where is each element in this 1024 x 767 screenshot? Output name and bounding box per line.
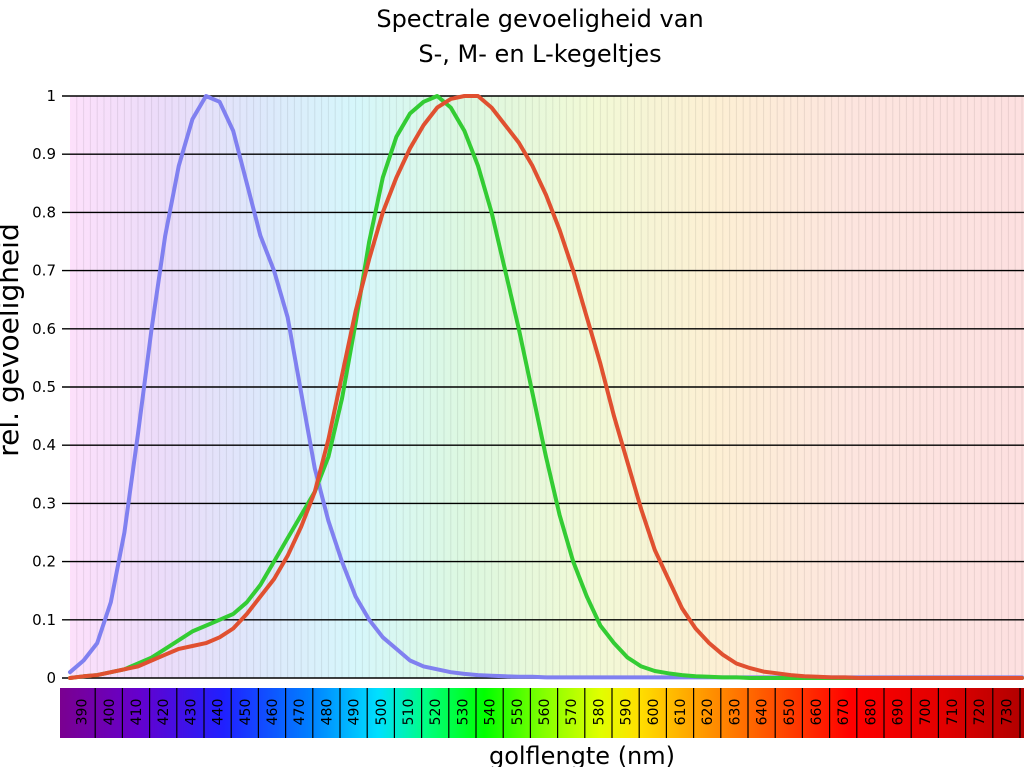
x-tick-label: 530 [455, 699, 471, 726]
x-tick-label: 450 [238, 699, 254, 726]
x-tick-label: 460 [265, 699, 281, 726]
x-tick-label: 510 [401, 699, 417, 726]
y-tick-label: 0.4 [32, 436, 56, 454]
x-tick-label: 430 [183, 699, 199, 726]
x-tick-label: 610 [673, 699, 689, 726]
y-tick-label: 1 [46, 87, 56, 105]
x-tick-label: 690 [891, 699, 907, 726]
x-tick-label: 710 [945, 699, 961, 726]
x-tick-label: 390 [75, 699, 91, 726]
x-tick-label: 650 [782, 699, 798, 726]
y-tick-label: 0.1 [32, 611, 56, 629]
y-tick-label: 0 [46, 669, 56, 687]
x-tick-label: 470 [292, 699, 308, 726]
x-tick-label: 670 [836, 699, 852, 726]
y-tick-label: 0.8 [32, 203, 56, 221]
x-tick-label: 520 [428, 699, 444, 726]
y-tick-labels: 0 0.1 0.2 0.3 0.4 0.5 0.6 0.7 0.8 0.9 1 [32, 87, 56, 687]
y-tick-label: 0.6 [32, 320, 56, 338]
y-tick-label: 0.2 [32, 553, 56, 571]
x-tick-label: 400 [102, 699, 118, 726]
x-tick-label: 680 [863, 699, 879, 726]
y-tick-label: 0.5 [32, 378, 56, 396]
x-tick-label: 700 [918, 699, 934, 726]
x-tick-label: 640 [755, 699, 771, 726]
x-tick-label: 630 [727, 699, 743, 726]
y-tick-label: 0.9 [32, 145, 56, 163]
x-tick-label: 560 [537, 699, 553, 726]
y-axis-label: rel. gevoeligheid [0, 223, 25, 457]
x-tick-label: 540 [483, 699, 499, 726]
series-line-3 [68, 94, 1024, 680]
series-lines [68, 94, 1024, 680]
x-tick-label: 500 [374, 699, 390, 726]
x-tick-label: 440 [211, 699, 227, 726]
y-tick-label: 0.3 [32, 494, 56, 512]
x-tick-label: 550 [510, 699, 526, 726]
x-tick-label: 580 [591, 699, 607, 726]
y-tick-label: 0.7 [32, 262, 56, 280]
x-tick-label: 660 [809, 699, 825, 726]
x-tick-label: 480 [319, 699, 335, 726]
chart-title-line-1: Spectrale gevoeligheid van [376, 5, 703, 33]
x-tick-labels: 390 400 410 420 430 440 450 460 470 480 490 500 510 5… [75, 688, 1021, 738]
x-axis-label: golflengte (nm) [489, 742, 675, 767]
x-tick-label: 730 [999, 699, 1015, 726]
x-tick-label: 490 [347, 699, 363, 726]
chart-title-line-2: S-, M- en L-kegeltjes [418, 40, 661, 68]
x-tick-label: 570 [564, 699, 580, 726]
spectrum-bar [60, 688, 1024, 738]
x-tick-label: 410 [129, 699, 145, 726]
x-tick-label: 600 [646, 699, 662, 726]
x-tick-label: 590 [619, 699, 635, 726]
x-tick-label: 420 [156, 699, 172, 726]
x-tick-label: 720 [972, 699, 988, 726]
x-tick-label: 620 [700, 699, 716, 726]
